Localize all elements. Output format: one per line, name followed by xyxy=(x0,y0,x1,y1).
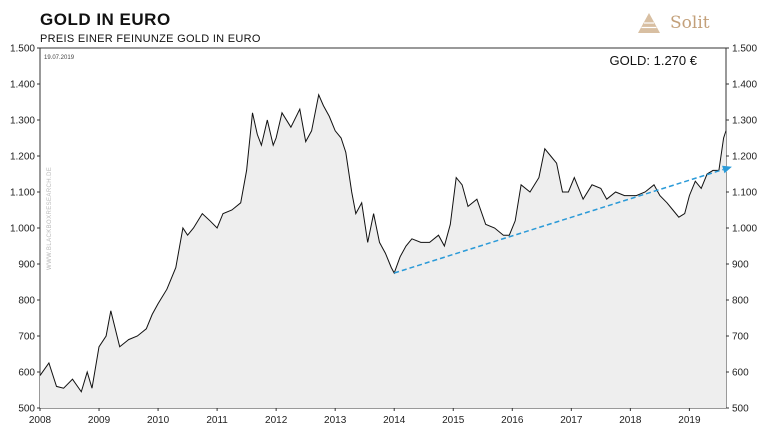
y-axis-left: 500 600 700 800 900 1.000 1.100 1.200 1.300 1.400… xyxy=(10,44,40,415)
y-tick-label-right: 1.100 xyxy=(732,188,757,199)
trend-line xyxy=(393,168,724,274)
y-tick-label-left: 1.100 xyxy=(10,188,35,199)
x-tick-label: 2019 xyxy=(678,415,701,426)
y-tick-label-left: 900 xyxy=(18,260,35,271)
x-axis: 2008 2009 2010 2011 2012 2013 2014 2015 2016 2017… xyxy=(29,408,701,426)
y-tick-label-left: 1.500 xyxy=(10,44,35,55)
y-tick-label-right: 1.200 xyxy=(732,152,757,163)
y-tick-label-right: 900 xyxy=(732,260,749,271)
x-tick-label: 2010 xyxy=(147,415,170,426)
x-tick-label: 2015 xyxy=(442,415,465,426)
watermark: WWW.BLACKBOXRESEARCH.DE xyxy=(47,167,53,270)
chart-title: GOLD IN EURO xyxy=(40,10,171,29)
brand-logo: Solit xyxy=(636,12,710,34)
y-tick-label-left: 1.200 xyxy=(10,152,35,163)
y-tick-label-left: 1.400 xyxy=(10,80,35,91)
y-tick-label-right: 1.500 xyxy=(732,44,757,55)
trend-arrow-icon xyxy=(722,165,732,174)
price-readout: GOLD: 1.270 € xyxy=(610,53,698,68)
pyramid-icon xyxy=(638,13,660,33)
y-tick-label-right: 800 xyxy=(732,296,749,307)
y-tick-label-left: 500 xyxy=(18,404,35,415)
date-label: 19.07.2019 xyxy=(44,55,75,61)
y-tick-label-right: 1.300 xyxy=(732,116,757,127)
x-tick-label: 2018 xyxy=(619,415,642,426)
brand-name: Solit xyxy=(670,13,710,33)
y-tick-label-left: 800 xyxy=(18,296,35,307)
y-tick-label-left: 1.300 xyxy=(10,116,35,127)
y-tick-label-left: 600 xyxy=(18,368,35,379)
y-tick-label-right: 600 xyxy=(732,368,749,379)
y-tick-label-left: 1.000 xyxy=(10,224,35,235)
x-tick-label: 2009 xyxy=(88,415,111,426)
x-tick-label: 2012 xyxy=(265,415,288,426)
y-axis-right: 500 600 700 800 900 1.000 1.100 1.200 1.300 1.400… xyxy=(726,44,757,415)
y-tick-label-left: 700 xyxy=(18,332,35,343)
x-tick-label: 2016 xyxy=(501,415,524,426)
x-tick-label: 2013 xyxy=(324,415,347,426)
chart-subtitle: PREIS EINER FEINUNZE GOLD IN EURO xyxy=(40,33,261,45)
y-tick-label-right: 1.000 xyxy=(732,224,757,235)
x-tick-label: 2008 xyxy=(29,415,52,426)
price-series-line xyxy=(39,93,727,393)
y-tick-label-right: 1.400 xyxy=(732,80,757,91)
x-tick-label: 2014 xyxy=(383,415,406,426)
price-area xyxy=(40,94,726,409)
x-tick-label: 2011 xyxy=(206,415,228,426)
x-tick-label: 2017 xyxy=(560,415,583,426)
y-tick-label-right: 500 xyxy=(732,404,749,415)
y-tick-label-right: 700 xyxy=(732,332,749,343)
